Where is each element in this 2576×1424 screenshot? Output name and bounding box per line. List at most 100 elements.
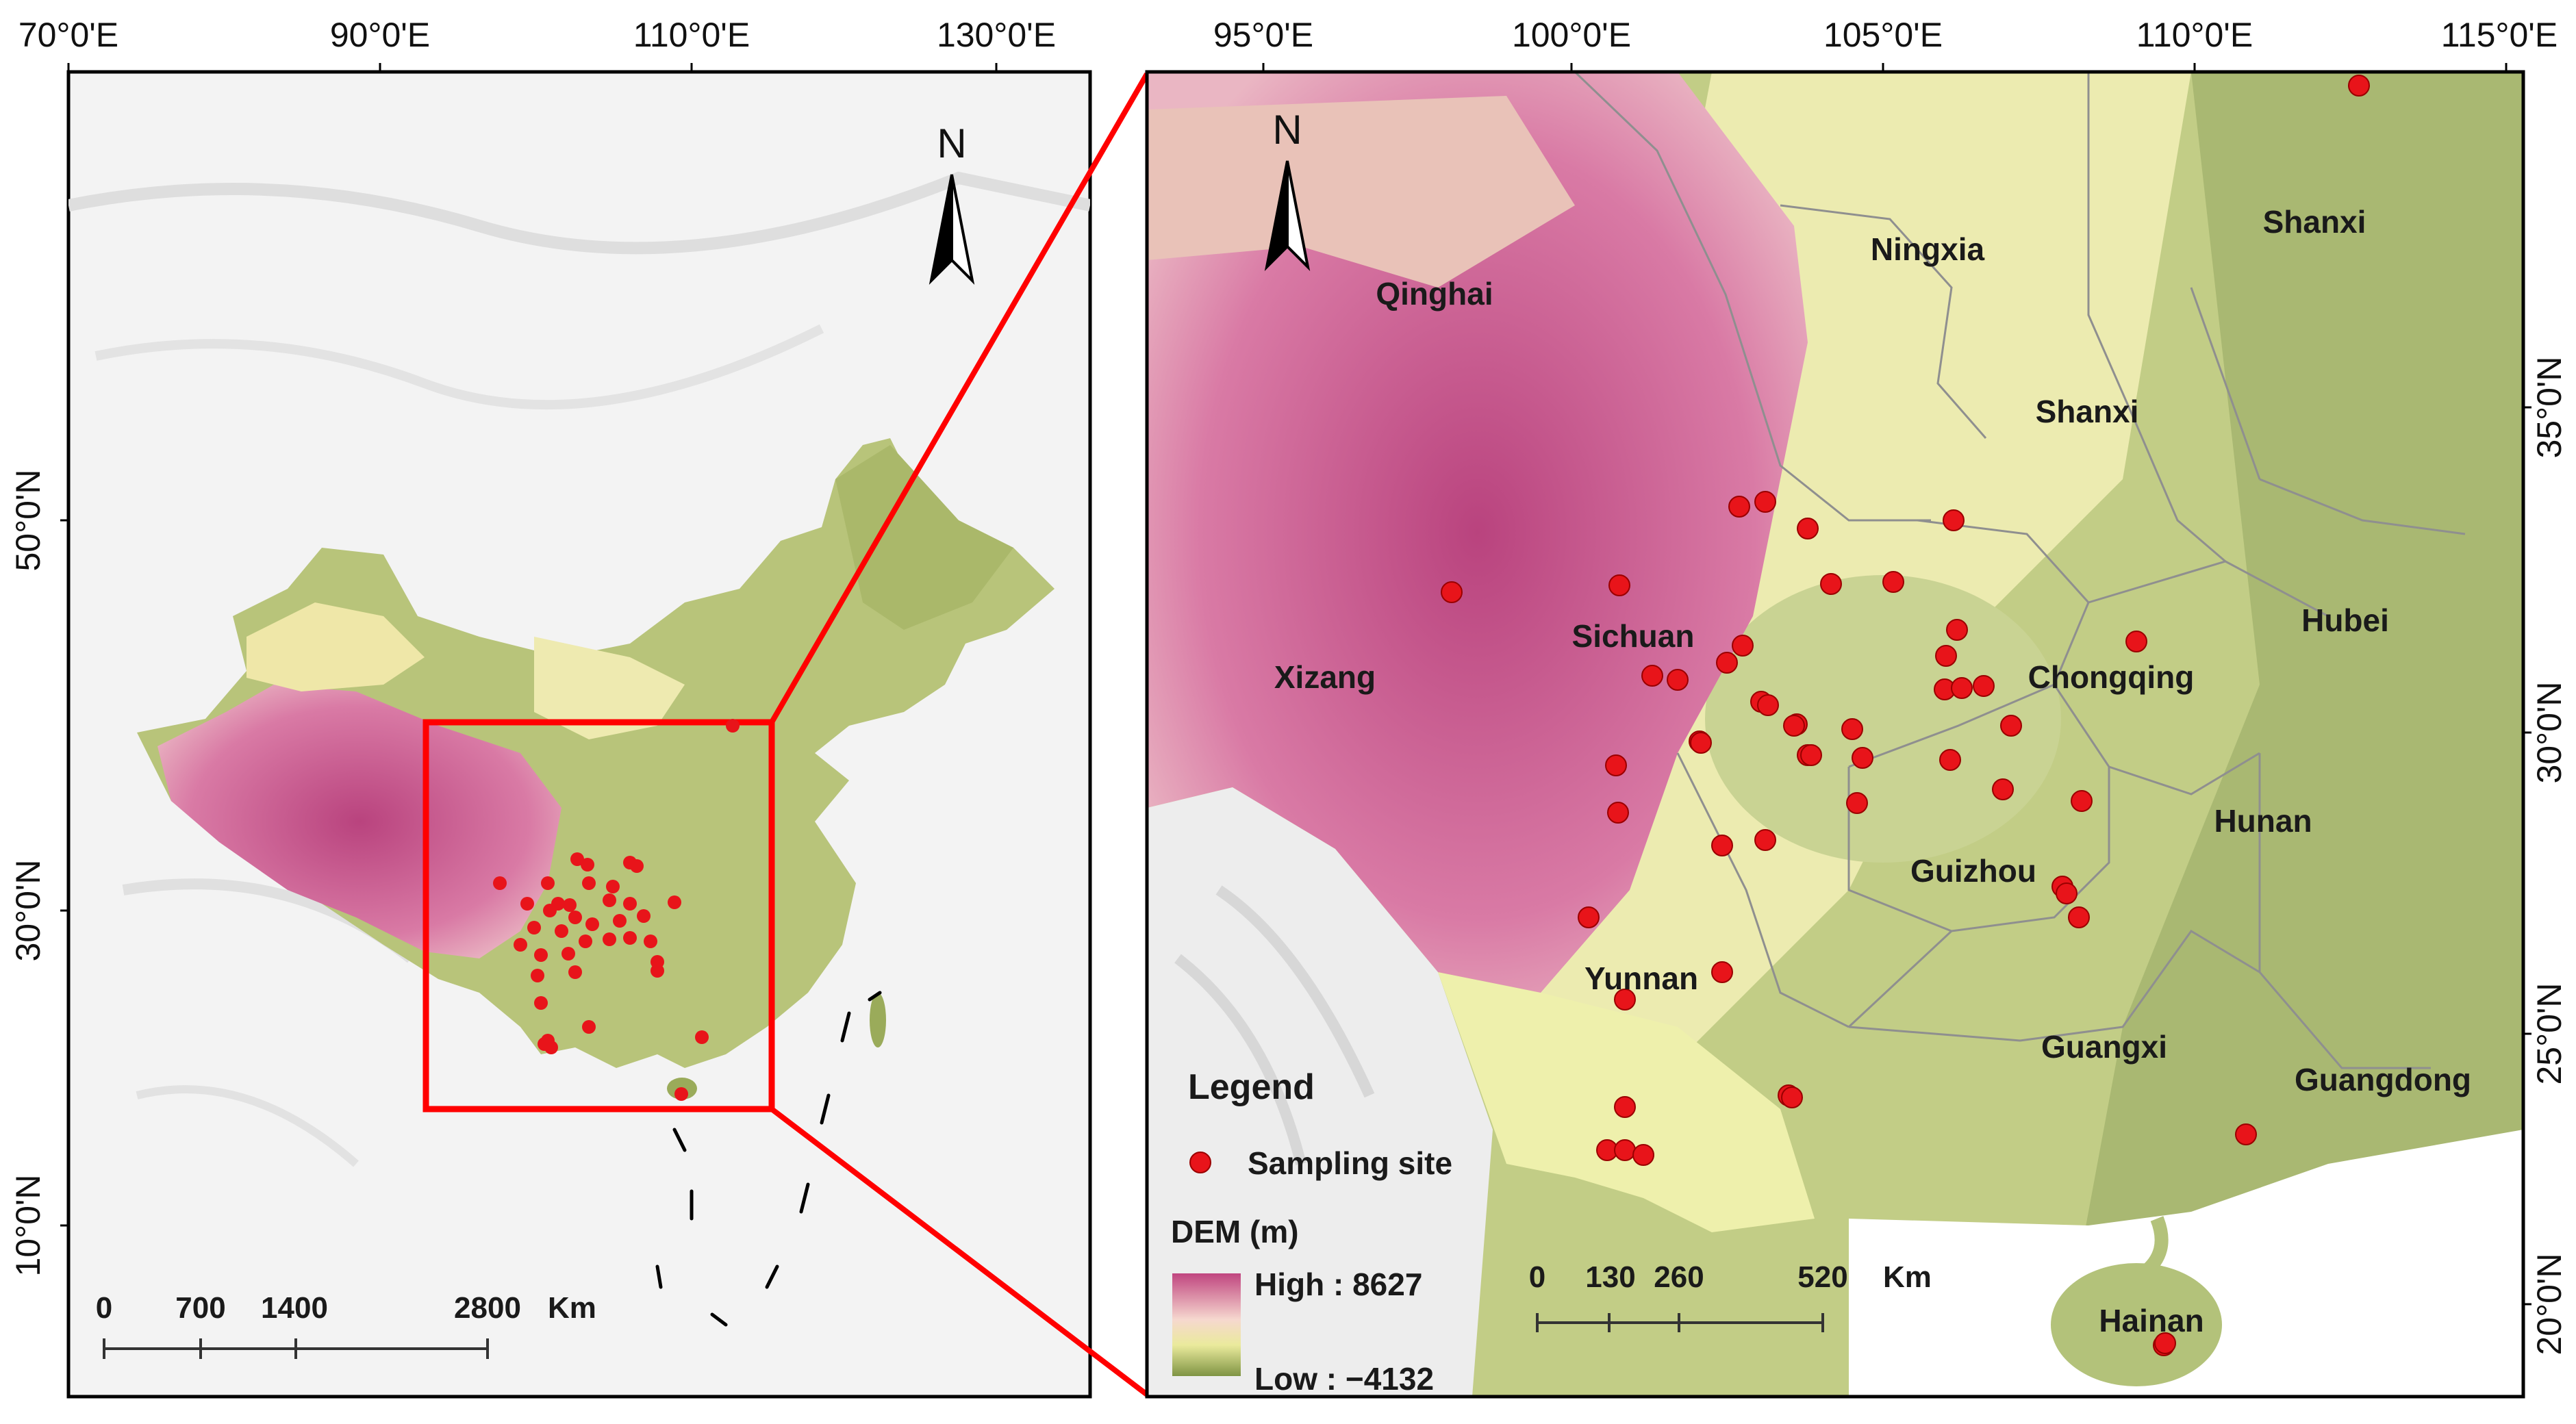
label-sichuan: Sichuan <box>1572 618 1695 654</box>
scale-0: 0 <box>96 1291 112 1325</box>
sampling-site-marker <box>1728 496 1750 518</box>
rscale-260: 260 <box>1654 1260 1704 1294</box>
lat-20n: 20°0'N <box>2530 1253 2568 1355</box>
sampling-site-marker <box>1797 518 1819 539</box>
overview-site-marker <box>674 1087 688 1101</box>
province-labels: Qinghai Ningxia Shanxi Shanxi Sichuan Xi… <box>1274 204 2471 1338</box>
north-label: N <box>937 120 966 166</box>
lon-110e: 110°0'E <box>633 16 750 54</box>
sampling-site-marker <box>2071 790 2093 812</box>
label-qinghai: Qinghai <box>1376 276 1493 312</box>
label-guangxi: Guangxi <box>2041 1029 2167 1065</box>
scale-bar-right: 0 130 260 520 Km <box>1529 1260 1932 1332</box>
sampling-site-marker <box>1935 645 1957 667</box>
sampling-site-marker <box>1951 677 1973 699</box>
sampling-site-marker <box>1711 961 1733 983</box>
legend-site-symbol <box>1189 1152 1211 1173</box>
legend-low: Low : −4132 <box>1254 1361 1434 1397</box>
overview-site-marker <box>623 931 637 945</box>
overview-site-marker <box>603 893 616 907</box>
sampling-site-marker <box>1943 509 1965 531</box>
sampling-site-marker <box>1754 491 1776 513</box>
sampling-site-marker <box>1754 829 1776 851</box>
overview-site-marker <box>613 914 627 928</box>
overview-map: N 0 700 1400 2800 Km 70°0'E 90°0'E 110°0… <box>9 16 1092 1399</box>
label-chongqing: Chongqing <box>2028 659 2195 695</box>
sampling-site-marker <box>2056 882 2078 904</box>
label-hainan: Hainan <box>2099 1303 2204 1338</box>
overview-site-marker <box>582 1020 596 1034</box>
sampling-site-marker <box>1732 635 1754 657</box>
label-xizang: Xizang <box>1274 659 1376 695</box>
scale-unit: Km <box>548 1291 596 1325</box>
lon-95e: 95°0'E <box>1213 16 1313 54</box>
label-guizhou: Guizhou <box>1910 853 2036 889</box>
sampling-site-marker <box>1781 1086 1803 1108</box>
sampling-site-marker <box>1973 675 1995 697</box>
lon-105e: 105°0'E <box>1823 16 1943 54</box>
sampling-site-marker <box>1614 989 1636 1010</box>
sampling-site-marker <box>2348 75 2370 97</box>
north-arrow-right: N <box>1264 107 1311 272</box>
sampling-site-marker <box>1578 906 1600 928</box>
sampling-site-marker <box>1607 802 1629 824</box>
sampling-site-marker <box>1841 718 1863 740</box>
overview-site-marker <box>668 895 681 909</box>
sampling-site-marker <box>1608 574 1630 596</box>
overview-site-marker <box>644 934 657 948</box>
overview-sampling-sites <box>493 719 740 1101</box>
overview-site-marker <box>603 932 616 946</box>
legend-site-label: Sampling site <box>1248 1145 1452 1181</box>
overview-site-marker <box>555 924 568 938</box>
lon-90e: 90°0'E <box>330 16 430 54</box>
tibetan-plateau <box>157 685 561 958</box>
label-guangdong: Guangdong <box>2295 1062 2471 1097</box>
overview-site-marker <box>493 876 507 890</box>
overview-site-marker <box>527 921 541 934</box>
sampling-site-marker <box>1605 754 1627 776</box>
overview-site-marker <box>630 859 644 873</box>
overview-site-marker <box>581 858 594 872</box>
overview-site-marker <box>520 897 534 911</box>
sampling-site-marker <box>1800 744 1822 766</box>
left-lon-labels: 70°0'E 90°0'E 110°0'E 130°0'E <box>18 16 1056 54</box>
sampling-site-marker <box>1641 665 1663 687</box>
label-hunan: Hunan <box>2214 803 2312 839</box>
overview-site-marker <box>531 969 544 982</box>
north-label-right: N <box>1272 107 1302 153</box>
sampling-site-marker <box>2154 1332 2176 1354</box>
sampling-site-marker <box>2068 906 2090 928</box>
overview-site-marker <box>544 1041 558 1054</box>
sampling-site-marker <box>1690 732 1712 754</box>
sampling-site-marker <box>1846 792 1868 814</box>
label-hubei: Hubei <box>2301 602 2389 638</box>
overview-site-marker <box>541 876 555 890</box>
overview-site-marker <box>582 876 596 890</box>
overview-site-marker <box>651 964 664 978</box>
rscale-520: 520 <box>1797 1260 1847 1294</box>
overview-site-marker <box>623 897 637 911</box>
sampling-site-marker <box>1441 581 1463 603</box>
sampling-site-marker <box>1852 747 1873 769</box>
sampling-site-marker <box>1711 835 1733 856</box>
sampling-site-marker <box>2235 1123 2257 1145</box>
sampling-sites <box>1441 75 2370 1356</box>
overview-site-marker <box>726 719 740 733</box>
overview-site-marker <box>534 948 548 962</box>
detail-map: Qinghai Ningxia Shanxi Shanxi Sichuan Xi… <box>1145 16 2568 1399</box>
lon-115e: 115°0'E <box>2441 16 2558 54</box>
overview-site-marker <box>637 909 651 923</box>
scale-2800: 2800 <box>454 1291 521 1325</box>
sampling-site-marker <box>1716 652 1738 674</box>
sampling-site-marker <box>1614 1096 1636 1118</box>
scale-bar-left: 0 700 1400 2800 Km <box>96 1291 596 1359</box>
overview-site-marker <box>568 965 582 979</box>
overview-site-marker <box>695 1030 709 1044</box>
lon-130e: 130°0'E <box>937 16 1056 54</box>
overview-site-marker <box>543 904 557 917</box>
overview-site-marker <box>563 898 577 912</box>
overview-site-marker <box>606 880 620 893</box>
legend-dem-title: DEM (m) <box>1171 1214 1299 1249</box>
north-arrow-left: N <box>929 120 975 285</box>
legend-high: High : 8627 <box>1254 1267 1422 1302</box>
